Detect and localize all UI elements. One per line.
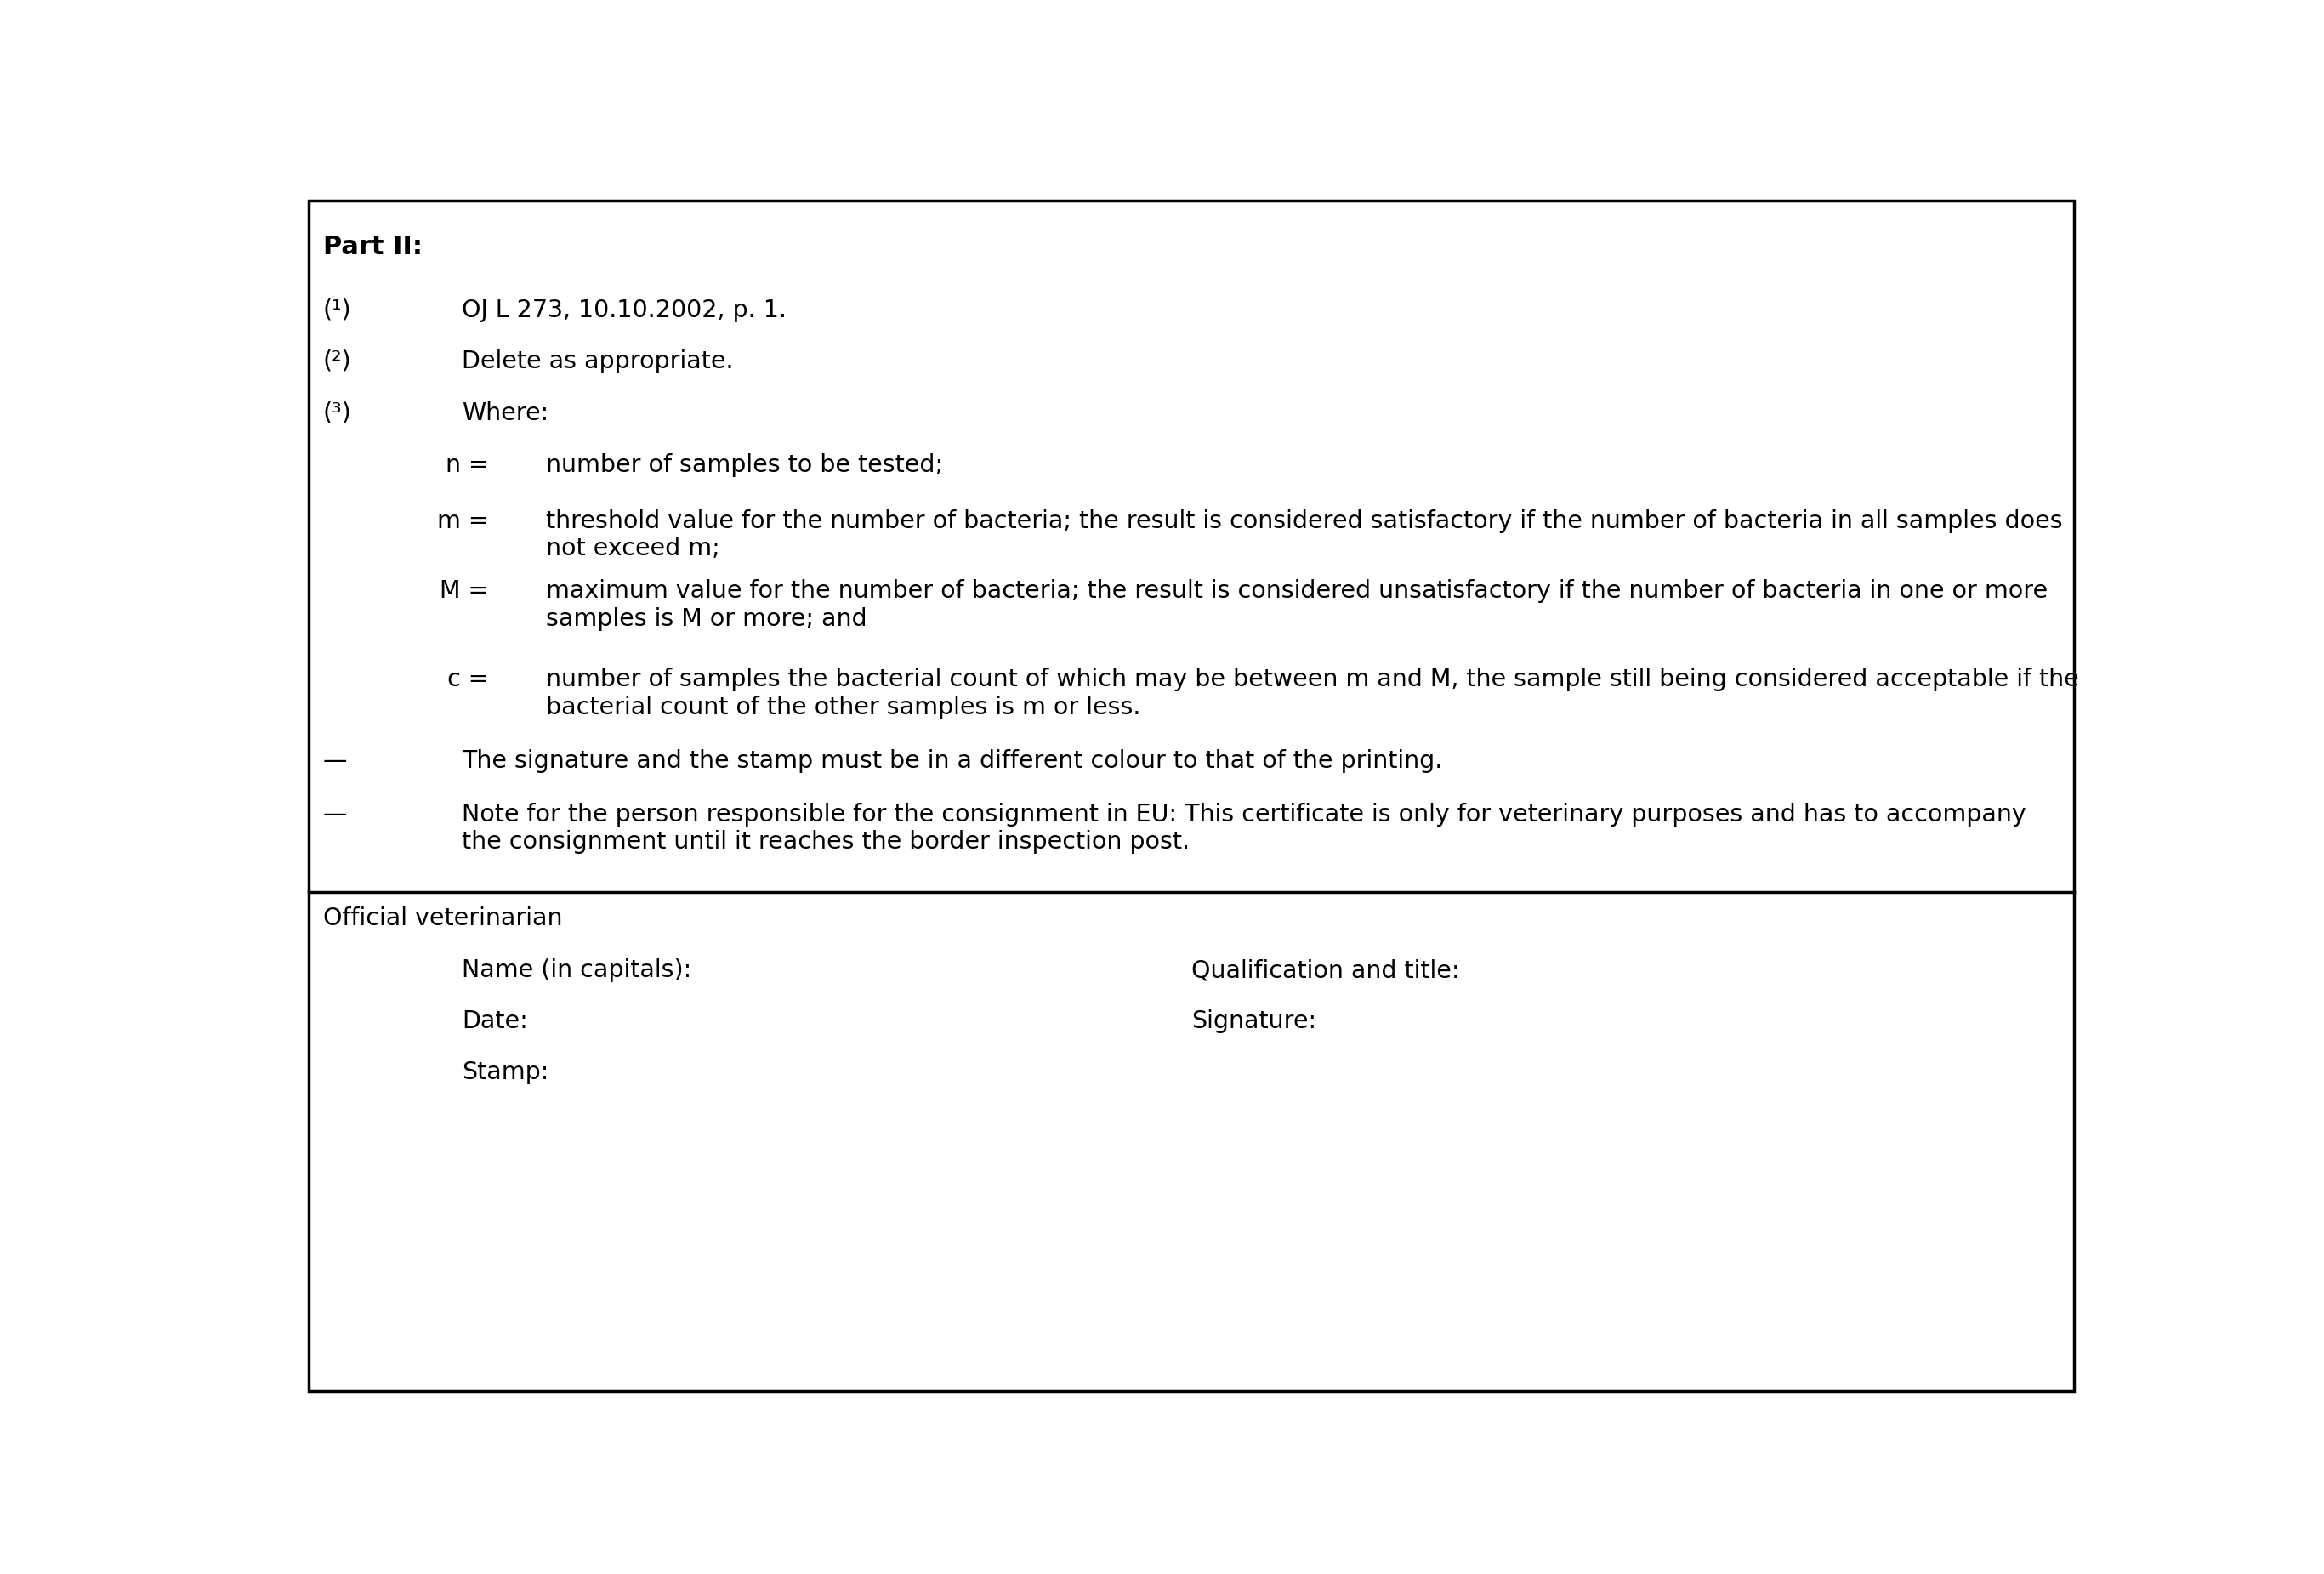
Text: m =: m =	[437, 508, 488, 534]
Text: n =: n =	[446, 453, 488, 477]
Text: —: —	[323, 803, 346, 826]
Text: (¹): (¹)	[323, 297, 351, 323]
Text: number of samples to be tested;: number of samples to be tested;	[546, 453, 944, 477]
Text: the consignment until it reaches the border inspection post.: the consignment until it reaches the bor…	[462, 829, 1190, 855]
Text: Where:: Where:	[462, 401, 548, 425]
Text: bacterial count of the other samples is m or less.: bacterial count of the other samples is …	[546, 696, 1141, 719]
Text: Official veterinarian: Official veterinarian	[323, 907, 562, 930]
Text: Name (in capitals):: Name (in capitals):	[462, 959, 693, 982]
Text: Qualification and title:: Qualification and title:	[1192, 959, 1459, 982]
Text: M =: M =	[439, 579, 488, 603]
Text: Part II:: Part II:	[323, 235, 423, 260]
Text: Note for the person responsible for the consignment in EU: This certificate is o: Note for the person responsible for the …	[462, 803, 2027, 826]
Text: The signature and the stamp must be in a different colour to that of the printin: The signature and the stamp must be in a…	[462, 749, 1443, 773]
Text: —: —	[323, 749, 346, 773]
Text: c =: c =	[446, 667, 488, 691]
Text: samples is M or more; and: samples is M or more; and	[546, 608, 867, 631]
Text: (²): (²)	[323, 349, 351, 373]
Text: maximum value for the number of bacteria; the result is considered unsatisfactor: maximum value for the number of bacteria…	[546, 579, 2047, 603]
Text: Delete as appropriate.: Delete as appropriate.	[462, 349, 734, 373]
Text: (³): (³)	[323, 401, 351, 425]
Text: Signature:: Signature:	[1192, 1009, 1315, 1034]
Text: Date:: Date:	[462, 1009, 528, 1034]
Text: Stamp:: Stamp:	[462, 1061, 548, 1084]
Text: threshold value for the number of bacteria; the result is considered satisfactor: threshold value for the number of bacter…	[546, 508, 2064, 534]
Text: not exceed m;: not exceed m;	[546, 537, 720, 560]
Text: number of samples the bacterial count of which may be between m and M, the sampl: number of samples the bacterial count of…	[546, 667, 2080, 691]
Text: OJ L 273, 10.10.2002, p. 1.: OJ L 273, 10.10.2002, p. 1.	[462, 297, 786, 323]
